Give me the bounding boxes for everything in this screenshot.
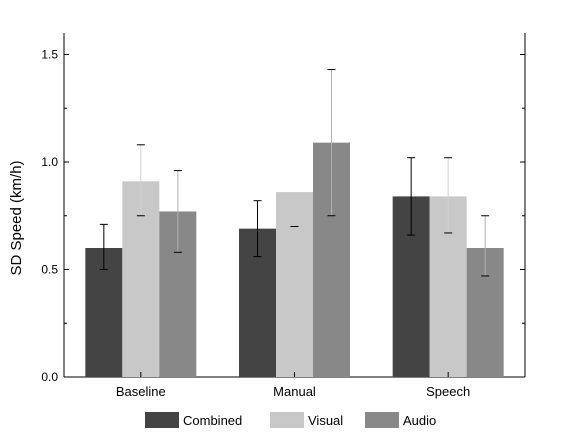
bars [85,142,504,377]
legend: Combined Visual Audio [145,412,436,428]
legend-label-audio: Audio [403,413,436,428]
y-tick-label: 0.5 [41,263,58,277]
x-tick-label-baseline: Baseline [116,384,166,399]
legend-label-visual: Visual [308,413,343,428]
y-axis-label: SD Speed (km/h) [8,160,25,275]
x-tick-labels: Baseline Manual Speech [116,372,470,399]
x-tick-label-manual: Manual [273,384,316,399]
legend-swatch-visual [270,412,304,428]
legend-label-combined: Combined [183,413,242,428]
legend-swatch-audio [365,412,399,428]
x-tick-label-speech: Speech [426,384,470,399]
legend-swatch-combined [145,412,179,428]
y-tick-label: 1.0 [41,155,58,169]
y-tick-label: 0.0 [41,370,58,384]
y-ticks: 0.0 0.5 1.0 1.5 [41,48,525,384]
error-bars [99,69,490,277]
bar-visual-manual [276,192,313,377]
y-tick-label: 1.5 [41,48,58,62]
